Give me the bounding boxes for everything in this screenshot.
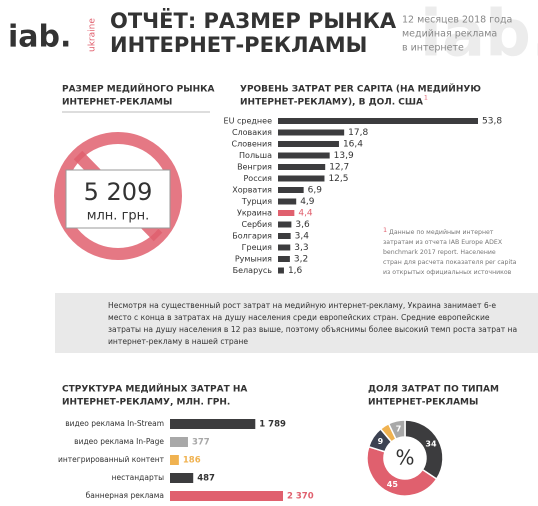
value-label: 17,8 (348, 128, 368, 138)
chart-title: ДОЛЯ ЗАТРАТ ПО ТИПАМ (368, 385, 499, 395)
bar (278, 141, 339, 147)
category-label: нестандарты (112, 473, 164, 482)
category-label: видео реклама In-Stream (65, 419, 164, 428)
value-label: 3,4 (295, 232, 310, 242)
chart-title: ИНТЕРНЕТ-РЕКЛАМУ, МЛН. ГРН. (62, 398, 230, 408)
chart-title: ИНТЕРНЕТ-РЕКЛАМЫ (368, 398, 478, 408)
bar (278, 210, 295, 216)
category-label: Болгария (232, 232, 272, 241)
note: из открытых официальных источников (383, 269, 512, 276)
bar (278, 118, 478, 124)
value-label: 3,3 (294, 243, 308, 253)
summary: интернет-рекламу в нашей стране (108, 337, 248, 346)
market-value: 5 209 (84, 178, 153, 206)
chart-title: УРОВЕНЬ ЗАТРАТ PER CAPITA (НА МЕДИЙНУЮ (240, 83, 481, 95)
category-label: Беларусь (233, 266, 273, 275)
logo-sub: ukraine (88, 18, 98, 52)
value-label: 377 (192, 438, 210, 448)
value-label: 53,8 (482, 117, 502, 127)
value-label: 4,4 (298, 209, 313, 219)
category-label: Турция (241, 197, 272, 206)
category-label: Венгрия (237, 163, 272, 172)
slice-label: 34 (425, 440, 437, 449)
category-label: Украина (237, 209, 272, 218)
note: затратам из отчета IAB Europe ADEX (383, 239, 503, 246)
value-label: 487 (197, 474, 215, 484)
summary: затраты на душу населения в 12 раз выше,… (108, 325, 517, 334)
category-label: Словакия (232, 128, 272, 137)
value-label: 6,9 (308, 186, 323, 196)
bar (170, 491, 283, 501)
category-label: Россия (243, 174, 272, 183)
section-title: РАЗМЕР МЕДИЙНОГО РЫНКА (62, 83, 214, 95)
value-label: 3,6 (295, 220, 310, 230)
value-label: 1,6 (288, 266, 303, 276)
category-label: Сербия (241, 220, 272, 229)
title-note: 1 (424, 95, 428, 102)
section-title: ИНТЕРНЕТ-РЕКЛАМЫ (62, 98, 172, 108)
value-label: 13,9 (334, 151, 354, 161)
bar (278, 256, 290, 262)
note: benchmark 2017 report. Население (383, 249, 496, 256)
bar (170, 473, 194, 483)
logo: iab. (8, 20, 71, 55)
category-label: Румыния (235, 255, 272, 264)
slice (387, 419, 406, 441)
bar (278, 267, 284, 274)
bg-logo: iab. (420, 0, 538, 72)
category-label: интегрированный контент (58, 455, 165, 464)
slice-label: 9 (378, 437, 384, 446)
title: ОТЧЁТ: РАЗМЕР РЫНКА (110, 8, 397, 33)
slice-label: 7 (396, 425, 402, 434)
subtitle: в интернете (402, 43, 464, 54)
bar (278, 187, 304, 193)
center-label: % (395, 446, 414, 470)
category-label: Польша (239, 151, 272, 160)
value-label: 12,5 (328, 174, 348, 184)
category-label: Словения (232, 140, 273, 149)
category-label: видео реклама In-Page (74, 437, 164, 446)
value-label: 3,2 (294, 255, 308, 265)
slice-label: 45 (387, 480, 399, 489)
bar (278, 175, 325, 182)
summary: место с конца в затратах на душу населен… (108, 313, 490, 322)
market-unit: млн. грн. (87, 209, 150, 224)
bar (170, 455, 179, 465)
title: ИНТЕРНЕТ-РЕКЛАМЫ (110, 33, 367, 57)
summary-box (55, 293, 538, 353)
category-label: EU среднее (224, 117, 273, 126)
value-label: 1 789 (259, 420, 286, 430)
bar (278, 233, 291, 239)
bar (170, 437, 188, 447)
value-label: 16,4 (343, 140, 363, 150)
category-label: Хорватия (232, 186, 272, 195)
bar (170, 419, 256, 429)
category-label: баннерная реклама (86, 491, 164, 500)
value-label: 12,7 (329, 163, 349, 173)
category-label: Греция (242, 243, 273, 252)
note: Данные по медийным интернет (389, 228, 494, 236)
summary: Несмотря на существенный рост затрат на … (108, 301, 496, 310)
value-label: 2 370 (287, 492, 314, 502)
bar (278, 198, 297, 205)
bar (278, 129, 345, 136)
chart-title: СТРУКТУРА МЕДИЙНЫХ ЗАТРАТ НА (62, 383, 247, 395)
bar (278, 152, 330, 159)
subtitle: медийная реклама (402, 29, 497, 40)
value-label: 186 (183, 456, 201, 466)
bar (278, 164, 326, 170)
note: стран для расчета показателя per capita (383, 259, 517, 266)
note-marker: 1 (383, 226, 387, 234)
value-label: 4,9 (300, 197, 315, 207)
slice (366, 445, 438, 497)
ring (54, 132, 182, 260)
chart-title: ИНТЕРНЕТ-РЕКЛАМУ), В ДОЛ. США (240, 98, 423, 108)
bar (278, 244, 291, 251)
bar (278, 221, 292, 228)
subtitle: 12 месяцев 2018 года (402, 15, 512, 26)
value-box (65, 169, 171, 229)
